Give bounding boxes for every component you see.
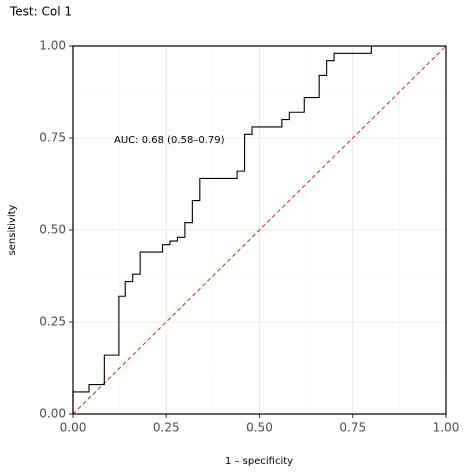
x-tick-label: 1.00 <box>433 421 460 435</box>
chart-title: Test: Col 1 <box>9 5 72 19</box>
reference-line <box>72 45 447 415</box>
y-tick-label: 0.25 <box>39 315 66 329</box>
y-tick-label: 0.50 <box>39 223 66 237</box>
y-tick-label: 1.00 <box>39 39 66 53</box>
annotation: AUC: 0.68 (0.58–0.79) <box>114 135 225 146</box>
x-tick-label: 0.50 <box>246 421 273 435</box>
x-tick-label: 0.00 <box>60 421 87 435</box>
y-tick-label: 0.00 <box>39 407 66 421</box>
x-axis-label: 1 – specificity <box>225 456 293 467</box>
y-axis-label: sensitivity <box>7 204 18 255</box>
roc-curve <box>72 45 446 414</box>
x-tick-label: 0.75 <box>339 421 366 435</box>
x-tick-label: 0.25 <box>153 421 180 435</box>
y-tick-label: 0.75 <box>39 131 66 145</box>
plot-border <box>72 45 447 415</box>
